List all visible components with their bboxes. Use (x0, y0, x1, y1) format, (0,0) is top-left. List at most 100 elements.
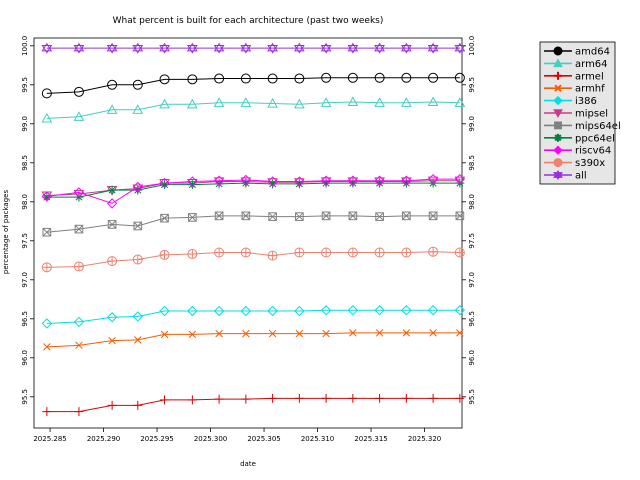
data-point-s390x (132, 254, 143, 265)
data-point-i386 (374, 305, 385, 316)
data-point-ppc64el (187, 180, 197, 190)
series-line-mipsel (46, 180, 460, 197)
x-tick-label: 2025.290 (87, 435, 120, 443)
series-arm64 (41, 96, 466, 123)
data-point-mips64el (241, 211, 251, 221)
data-point-armel (401, 393, 411, 403)
data-point-mipsel (374, 177, 385, 188)
data-point-amd64 (107, 79, 118, 90)
data-point-armhf (43, 343, 51, 351)
y-tick-label-left: 96.0 (21, 350, 29, 366)
data-point-armel (294, 393, 304, 403)
x-tick-label: 2025.295 (140, 435, 173, 443)
data-point-riscv64 (267, 176, 278, 187)
data-point-all (400, 42, 412, 54)
data-point-all (293, 42, 305, 54)
data-point-all (240, 42, 252, 54)
data-point-s390x (347, 247, 358, 258)
data-point-mips64el (133, 221, 143, 231)
legend-marker (554, 71, 562, 80)
series-armhf (43, 329, 464, 351)
data-point-arm64 (159, 98, 170, 109)
data-point-all (132, 42, 144, 54)
data-point-armel (428, 393, 438, 403)
legend-marker (554, 133, 562, 142)
legend-label: armel (575, 71, 604, 82)
data-point-i386 (454, 305, 466, 316)
data-point-amd64 (240, 73, 251, 84)
legend-item-riscv64: riscv64 (544, 145, 611, 157)
data-point-all (73, 42, 85, 54)
data-point-i386 (320, 305, 332, 316)
data-point-amd64 (294, 73, 305, 84)
plot-frame (33, 37, 463, 429)
data-point-arm64 (401, 97, 412, 107)
data-point-arm64 (73, 111, 85, 121)
data-point-amd64 (401, 72, 412, 83)
data-point-armel (455, 393, 465, 403)
data-point-riscv64 (132, 181, 143, 193)
data-point-i386 (401, 305, 412, 316)
data-point-s390x (321, 247, 332, 258)
legend-item-mips64el: mips64el (544, 121, 621, 132)
data-point-all (454, 42, 466, 54)
y-tick-label-left: 99.5 (21, 77, 29, 93)
data-point-mips64el (455, 211, 465, 221)
legend-marker (554, 84, 562, 92)
data-point-amd64 (41, 88, 52, 99)
data-point-armhf (349, 329, 357, 337)
series-line-i386 (46, 309, 460, 324)
y-axis-label: percentage of packages (2, 190, 10, 275)
data-point-amd64 (214, 73, 225, 84)
legend-item-arm64: arm64 (544, 58, 608, 70)
data-point-all (427, 42, 439, 54)
data-point-riscv64 (159, 177, 170, 189)
y-tick-label-left: 95.5 (21, 389, 29, 405)
legend-item-ppc64el: ppc64el (544, 133, 615, 144)
data-point-s390x (454, 247, 465, 258)
data-point-arm64 (454, 97, 466, 107)
data-point-riscv64 (294, 176, 305, 187)
series-mips64el (42, 211, 465, 237)
data-point-mips64el (42, 227, 52, 237)
y-tick-label-left: 100.0 (21, 36, 29, 56)
data-point-armel (133, 400, 143, 410)
data-point-i386 (106, 312, 118, 323)
data-point-amd64 (159, 74, 170, 85)
data-point-amd64 (73, 86, 84, 97)
data-point-arm64 (213, 97, 225, 107)
data-point-s390x (267, 250, 278, 261)
legend-label: arm64 (575, 59, 608, 70)
data-point-armel (107, 400, 117, 410)
series-line-ppc64el (46, 182, 460, 198)
legend-item-armhf: armhf (544, 84, 605, 95)
data-point-arm64 (106, 104, 118, 114)
data-point-riscv64 (320, 175, 332, 186)
data-point-riscv64 (187, 176, 198, 187)
data-point-armel (74, 407, 84, 417)
legend-marker (553, 109, 563, 119)
x-tick-label: 2025.285 (33, 435, 66, 443)
legend-item-amd64: amd64 (544, 46, 610, 58)
data-point-s390x (41, 262, 52, 273)
data-point-armel (187, 395, 197, 405)
y-tick-label-right: 95.5 (468, 389, 476, 405)
data-point-armel (321, 393, 331, 403)
data-point-all (159, 42, 170, 54)
data-point-mips64el (402, 211, 411, 221)
series-line-arm64 (46, 101, 460, 119)
data-point-riscv64 (401, 175, 412, 186)
legend-label: riscv64 (575, 146, 611, 157)
data-point-armel (241, 394, 251, 404)
data-point-armhf (375, 329, 384, 337)
x-axis-label: date (240, 460, 256, 468)
data-point-s390x (187, 249, 198, 260)
data-point-mips64el (348, 211, 358, 221)
data-point-armel (375, 393, 385, 403)
data-point-s390x (428, 246, 439, 257)
y-tick-label-left: 96.5 (21, 311, 29, 327)
data-point-mipsel (320, 177, 332, 188)
data-point-armhf (402, 329, 411, 337)
